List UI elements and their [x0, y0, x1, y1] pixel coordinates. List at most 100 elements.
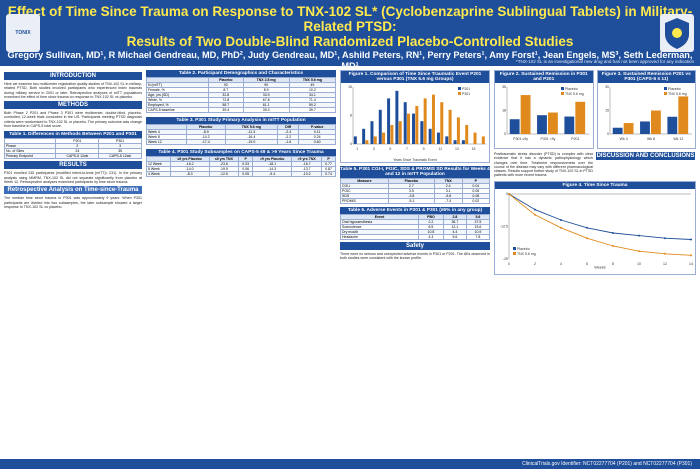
table-cell: 0.74	[321, 171, 336, 177]
lower-row: Posttraumatic stress disorder (PTSD) is …	[494, 152, 696, 178]
series-line	[508, 193, 692, 256]
table-row: N (mITT) 92 90 49	[146, 82, 336, 88]
bar	[481, 136, 485, 144]
tick-label: 0	[607, 132, 609, 136]
bar	[520, 95, 531, 134]
tick-label: 15	[472, 147, 476, 151]
figure1: Figure 1. Comparison of Time Since Traum…	[340, 70, 490, 163]
data-point	[612, 231, 614, 234]
introduction-heading: INTRODUCTION	[4, 72, 142, 80]
bar	[415, 106, 419, 144]
tick-label: 6	[586, 262, 588, 266]
table-cell: 0.05	[238, 171, 254, 177]
tick-label: 2	[534, 262, 536, 266]
table-cell: 39.4	[208, 107, 244, 113]
tick-label: 0	[350, 142, 352, 146]
discussion-block: Posttraumatic stress disorder (PTSD) is …	[494, 152, 593, 178]
bar	[473, 132, 477, 144]
bar	[677, 96, 688, 134]
tick-label: 5	[389, 147, 391, 151]
legend-swatch	[513, 251, 516, 255]
table-cell: 0.60	[298, 139, 336, 145]
tick-label: 10	[637, 262, 641, 266]
data-point	[586, 236, 588, 239]
data-point	[560, 218, 562, 221]
legend-swatch	[561, 87, 564, 90]
legend-swatch	[513, 246, 516, 250]
table-row: Week 12 -17.4 -19.0 -1.6 0.60	[146, 139, 336, 145]
table-cell: -7.4	[433, 198, 463, 204]
bar	[353, 136, 357, 144]
bar	[378, 109, 382, 144]
data-point	[664, 236, 666, 239]
tick-label: P301 >9y	[541, 137, 556, 141]
data-point	[586, 226, 588, 229]
figure3: Figure 3. Sustained Remission P201 vs P3…	[596, 70, 696, 149]
legend-swatch	[663, 92, 667, 95]
seal-logo	[660, 14, 694, 52]
x-axis-label: Weeks	[594, 265, 606, 269]
legend-label: P301	[462, 92, 470, 96]
figure1-xlabel: Years Since Traumatic Event	[393, 158, 437, 162]
bar	[612, 127, 623, 134]
data-point	[534, 213, 536, 216]
discussion-right: DISCUSSION AND CONCLUSIONS	[596, 152, 695, 178]
table-cell: Week 12	[146, 139, 187, 145]
table2: Placebo TNX 2.8 mg TNX 5.6 mg N (mITT) 92 90 4…	[146, 77, 336, 113]
bar	[387, 98, 391, 144]
legend-label: TNX 5.6 mg	[565, 92, 584, 96]
tick-label: P301 ≤9y	[513, 137, 528, 141]
tick-label: 14	[689, 262, 693, 266]
tick-label: 30	[605, 85, 609, 89]
tick-label: 9	[423, 147, 425, 151]
tick-label: 4	[560, 262, 562, 266]
data-point	[638, 234, 640, 237]
table-row: Primary Endpoint CAPS-5 12wk CAPS-5 12wk	[4, 153, 142, 160]
tick-label: 0	[504, 132, 506, 136]
bar	[420, 121, 424, 144]
bar	[453, 140, 457, 144]
poster-header: TONIX Effect of Time Since Trauma on Res…	[0, 0, 700, 81]
poster-title: Effect of Time Since Trauma on Response …	[7, 4, 693, 49]
table4: ≤9 yrs Placebo ≤9 yrs TNX P >9 yrs Placebo >…	[146, 156, 336, 177]
table-row: Headache 4.3 5.6 7.8	[340, 234, 490, 240]
tonix-logo: TONIX	[6, 14, 40, 52]
bar	[431, 94, 435, 144]
table-cell: -5.1	[387, 198, 435, 204]
table-cell: 39.7	[288, 107, 336, 113]
legend-swatch	[458, 92, 461, 95]
shield-icon	[665, 18, 689, 49]
tick-label: 7	[406, 147, 408, 151]
tick-label: 11	[438, 147, 442, 151]
methods-text: Both Phase 2 P201 and Phase 3 P301 were …	[4, 111, 142, 129]
tick-label: 0	[506, 192, 508, 196]
data-point	[638, 249, 640, 252]
series-line	[508, 193, 692, 240]
tick-label: 18	[502, 109, 506, 113]
legend-swatch	[458, 87, 461, 90]
poster-footer: ClinicalTrials.gov Identifier: NCT022777…	[0, 459, 700, 469]
table-cell: Headache	[340, 234, 419, 240]
tick-label: Wk 8	[647, 137, 655, 141]
methods-heading: METHODS	[4, 101, 142, 110]
bar	[639, 121, 650, 134]
table-cell: CAPS-5 baseline	[146, 107, 210, 113]
bar	[461, 140, 465, 144]
figure4-title: Figure 4. Time Since Trauma	[495, 181, 695, 189]
authors: Gregory Sullivan, MD¹, R Michael Gendrea…	[7, 50, 693, 71]
table-cell: CAPS-5 12wk	[55, 153, 100, 160]
legend-label: Placebo	[565, 87, 578, 91]
tick-label: -12.5	[500, 224, 508, 228]
tick-label: 35	[502, 85, 506, 89]
table-row: PROMIS -5.1 -7.4 0.02	[340, 198, 490, 204]
bar	[373, 136, 377, 144]
bar	[365, 140, 369, 144]
bar	[650, 110, 661, 134]
safety-text: There were no serious and unexpected adv…	[340, 252, 490, 261]
table-cell: -10.2	[291, 171, 323, 177]
legend-swatch	[561, 92, 564, 95]
